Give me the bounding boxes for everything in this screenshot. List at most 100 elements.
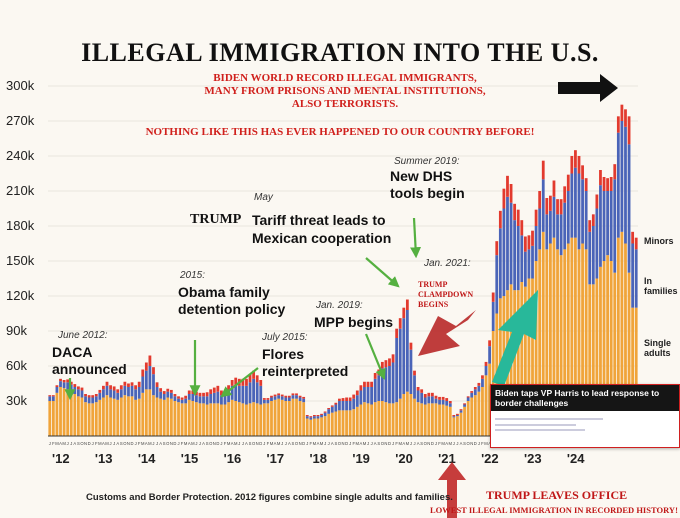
bar-single-adults <box>248 403 252 436</box>
bar-in-families <box>602 191 606 261</box>
bar-minors <box>94 394 98 397</box>
bar-minors <box>491 292 495 302</box>
bar-minors <box>87 395 91 398</box>
bar-minors <box>552 180 556 197</box>
bar-in-families <box>570 173 574 238</box>
bar-in-families <box>248 382 252 404</box>
month-tick-label: J <box>285 441 287 446</box>
bar-in-families <box>384 367 388 403</box>
month-tick-label: O <box>123 441 127 446</box>
bar-single-adults <box>309 419 313 436</box>
bar-minors <box>577 156 581 174</box>
bar-minors <box>602 177 606 191</box>
bar-in-families <box>187 394 191 400</box>
bar-single-adults <box>523 286 527 436</box>
bar-in-families <box>59 381 62 387</box>
bar-in-families <box>116 392 120 400</box>
bar-minors <box>80 387 84 391</box>
month-tick-label: F <box>52 441 55 446</box>
bar-minors <box>73 384 77 387</box>
bar-single-adults <box>595 278 599 436</box>
month-tick-label: D <box>173 441 176 446</box>
bar-in-families <box>531 245 534 279</box>
month-tick-label: D <box>345 441 348 446</box>
bar-in-families <box>416 390 420 403</box>
bar-single-adults <box>48 401 52 436</box>
bar-in-families <box>51 396 55 401</box>
bar-single-adults <box>212 403 216 436</box>
bar-single-adults <box>416 402 420 436</box>
bar-single-adults <box>305 418 309 436</box>
bar-minors <box>55 385 59 387</box>
bar-single-adults <box>255 403 259 436</box>
bar-in-families <box>606 191 609 256</box>
bar-single-adults <box>84 402 87 436</box>
month-tick-label: M <box>277 441 281 446</box>
bar-single-adults <box>620 231 624 436</box>
bar-single-adults <box>80 397 84 436</box>
bar-single-adults <box>441 404 445 436</box>
bar-single-adults <box>541 231 545 436</box>
bar-in-families <box>413 375 416 399</box>
bar-in-families <box>509 202 513 285</box>
bar-in-families <box>363 387 366 403</box>
bar-minors <box>162 391 166 394</box>
bar-single-adults <box>116 399 120 436</box>
month-tick-label: S <box>206 441 209 446</box>
bar-in-families <box>334 404 338 412</box>
bar-minors <box>320 413 323 415</box>
bar-single-adults <box>345 410 348 436</box>
bar-single-adults <box>549 243 552 436</box>
bar-in-families <box>198 396 202 404</box>
bar-in-families <box>395 338 399 403</box>
bar-single-adults <box>420 403 424 436</box>
bar-minors <box>459 409 463 411</box>
y-tick-label: 210k <box>6 183 35 198</box>
month-tick-label: F <box>395 441 398 446</box>
bar-in-families <box>441 399 445 405</box>
bar-minors <box>62 380 66 383</box>
bar-in-families <box>402 318 406 394</box>
month-tick-label: M <box>62 441 66 446</box>
month-tick-label: J <box>113 441 115 446</box>
y-tick-label: 240k <box>6 148 35 163</box>
bar-single-adults <box>516 290 520 436</box>
bar-minors <box>363 381 366 387</box>
month-tick-label: D <box>259 441 262 446</box>
bar-single-adults <box>51 401 55 436</box>
bar-in-families <box>144 370 148 390</box>
bar-minors <box>230 380 234 386</box>
legend-single: Single adults <box>644 338 672 358</box>
month-tick-label: O <box>467 441 471 446</box>
bar-single-adults <box>134 399 137 436</box>
bar-minors <box>48 395 52 397</box>
bar-single-adults <box>313 418 316 436</box>
chart-title: ILLEGAL IMMIGRATION INTO THE U.S. <box>81 38 599 67</box>
obama-text: Obama family detention policy <box>178 284 286 317</box>
bar-in-families <box>549 210 552 244</box>
month-tick-label: M <box>406 441 410 446</box>
bar-in-families <box>627 144 631 273</box>
year-tick-label: '12 <box>52 451 70 466</box>
month-tick-label: M <box>98 441 102 446</box>
clampdown-arrow <box>418 310 476 356</box>
month-tick-label: M <box>484 441 488 446</box>
bar-single-adults <box>284 401 288 436</box>
month-tick-label: A <box>188 441 191 446</box>
bar-minors <box>631 231 635 244</box>
bar-in-families <box>159 391 163 399</box>
bar-minors <box>277 393 281 396</box>
legend-families: In families <box>644 276 678 296</box>
bar-minors <box>116 389 120 393</box>
bar-in-families <box>388 366 391 404</box>
bar-single-adults <box>266 403 270 436</box>
bar-minors <box>152 367 155 375</box>
month-tick-label: O <box>252 441 256 446</box>
bar-minors <box>463 403 466 405</box>
bar-in-families <box>155 387 159 398</box>
month-tick-label: A <box>231 441 234 446</box>
bar-in-families <box>345 401 348 411</box>
bar-single-adults <box>316 418 320 436</box>
bar-minors <box>298 395 302 398</box>
bar-minors <box>355 390 359 396</box>
